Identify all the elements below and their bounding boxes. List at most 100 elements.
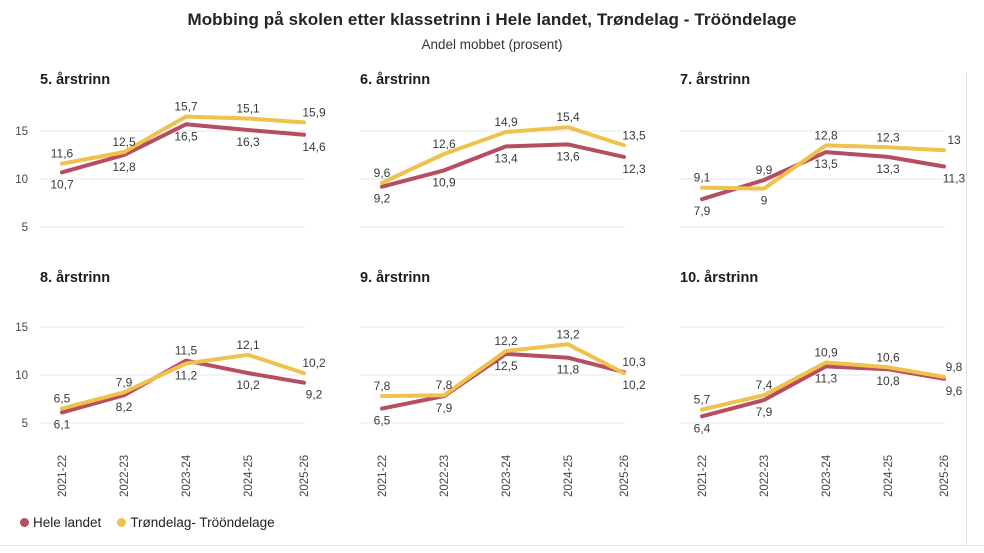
data-label: 9,6	[946, 384, 963, 398]
data-label: 12,3	[876, 130, 900, 144]
data-label: 15,1	[236, 102, 260, 116]
data-label: 6,5	[54, 392, 71, 406]
panel-title: 7. årstrinn	[680, 72, 751, 88]
data-label: 15,4	[556, 110, 580, 124]
data-label: 9,1	[694, 171, 711, 185]
chart-title: Mobbing på skolen etter klassetrinn i He…	[187, 10, 797, 29]
x-axis-tick-label: 2022-23	[759, 455, 771, 497]
x-axis-tick-label: 2021-22	[697, 455, 709, 497]
data-label: 11,3	[815, 371, 838, 385]
data-label: 9,9	[756, 163, 773, 177]
data-label: 11,5	[175, 344, 198, 358]
data-label: 6,5	[374, 414, 391, 428]
panel-title: 8. årstrinn	[40, 270, 111, 286]
data-label: 7,8	[374, 379, 391, 393]
data-label: 6,1	[54, 417, 71, 431]
x-axis-tick-label: 2024-25	[563, 455, 575, 497]
y-axis-tick-label: 15	[15, 322, 28, 334]
y-axis-tick-label: 5	[22, 418, 28, 430]
legend-label: Hele landet	[33, 515, 102, 530]
hele-landet-line	[380, 142, 626, 189]
data-label: 12,3	[622, 162, 646, 176]
data-label: 12,8	[814, 128, 838, 142]
y-axis-tick-label: 10	[15, 370, 28, 382]
data-label: 9,8	[946, 360, 963, 374]
data-label: 13,3	[876, 162, 900, 176]
data-label: 10,2	[236, 378, 260, 392]
data-label: 13,5	[814, 157, 838, 171]
hele-landet-color-dot	[20, 518, 29, 527]
data-label: 12,5	[494, 359, 518, 373]
x-axis-tick-label: 2023-24	[501, 454, 513, 497]
data-label: 11,2	[175, 368, 198, 382]
y-axis-tick-label: 15	[15, 126, 28, 138]
hele-landet-line	[60, 122, 306, 175]
trondelag-line	[700, 143, 946, 191]
data-label: 13,5	[622, 128, 646, 142]
data-label: 13,2	[556, 327, 580, 341]
data-label: 11,8	[557, 363, 580, 377]
y-axis-tick-label: 5	[22, 222, 28, 234]
data-label: 12,2	[494, 334, 518, 348]
data-label: 12,1	[236, 338, 260, 352]
trondelag-line	[380, 342, 626, 399]
data-label: 10,9	[814, 346, 838, 360]
trondelag-line	[60, 114, 306, 166]
x-axis-tick-label: 2024-25	[243, 455, 255, 497]
data-label: 13,6	[556, 149, 580, 163]
data-label: 10,2	[622, 378, 646, 392]
data-label: 7,9	[116, 375, 133, 389]
data-label: 7,9	[436, 401, 453, 415]
data-label: 16,3	[236, 135, 260, 149]
y-axis-tick-label: 10	[15, 174, 28, 186]
hele-landet-line	[380, 351, 626, 411]
legend-item-hele-landet: Hele landet	[20, 515, 101, 530]
x-axis-tick-label: 2023-24	[821, 454, 833, 497]
data-label: 10,2	[302, 356, 326, 370]
panel-title: 10. årstrinn	[680, 270, 759, 286]
x-axis-tick-label: 2021-22	[57, 455, 69, 497]
x-axis-tick-label: 2023-24	[181, 454, 193, 497]
trondelag-line	[700, 360, 946, 412]
x-axis-tick-label: 2022-23	[439, 455, 451, 497]
data-label: 12,8	[112, 160, 136, 174]
legend: Hele landet Trøndelag- Trööndelage	[20, 515, 275, 530]
x-axis-tick-label: 2025-26	[939, 455, 951, 497]
x-axis-tick-label: 2022-23	[119, 455, 131, 497]
data-label: 5,7	[694, 393, 711, 407]
data-label: 10,7	[50, 177, 74, 191]
data-label: 14,9	[494, 115, 518, 129]
data-label: 12,6	[432, 137, 456, 151]
data-label: 9,6	[374, 166, 391, 180]
data-label: 11,6	[51, 147, 74, 161]
data-label: 10,9	[432, 175, 456, 189]
data-label: 16,5	[174, 129, 198, 143]
chart-subtitle: Andel mobbet (prosent)	[421, 37, 563, 52]
trondelag-color-dot	[117, 518, 127, 527]
data-label: 9	[761, 194, 768, 208]
x-axis-tick-label: 2025-26	[299, 455, 311, 497]
data-label: 8,2	[116, 400, 133, 414]
data-label: 11,3	[943, 172, 966, 186]
right-border	[966, 72, 967, 545]
panel-title: 5. årstrinn	[40, 72, 111, 88]
data-label: 12,5	[112, 135, 136, 149]
x-axis-tick-label: 2024-25	[883, 455, 895, 497]
data-label: 9,2	[374, 192, 391, 206]
data-label: 13	[947, 133, 961, 147]
data-label: 10,6	[876, 350, 900, 364]
trondelag-line	[380, 125, 626, 185]
bottom-separator	[0, 545, 984, 546]
x-axis-tick-label: 2025-26	[619, 455, 631, 497]
data-label: 14,6	[302, 140, 326, 154]
data-label: 10,8	[876, 374, 900, 388]
legend-label: Trøndelag- Trööndelage	[130, 515, 275, 530]
data-label: 7,8	[436, 378, 453, 392]
trondelag-line	[60, 352, 306, 411]
hele-landet-line	[60, 358, 306, 415]
data-label: 10,3	[622, 355, 646, 369]
data-label: 13,4	[494, 151, 518, 165]
data-label: 9,2	[306, 388, 323, 402]
x-axis-tick-label: 2021-22	[377, 455, 389, 497]
